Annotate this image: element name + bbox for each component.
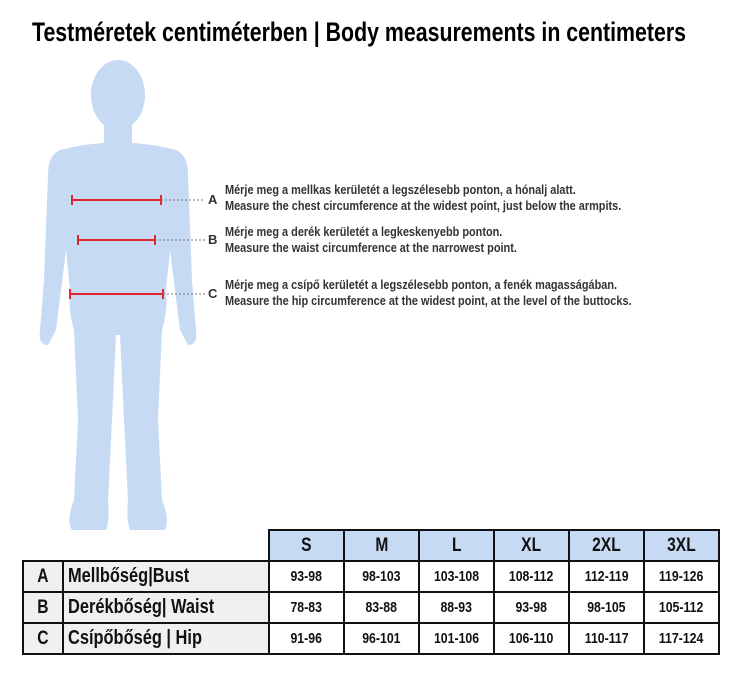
cell-text: M	[375, 534, 388, 556]
table-cell: 105-112	[643, 591, 720, 624]
table-cell: B	[22, 591, 64, 624]
marker-b: B	[208, 232, 218, 247]
page-title: Testméretek centiméterben | Body measure…	[32, 17, 687, 47]
cell-text: 96-101	[362, 630, 401, 647]
cell-text: 103-108	[433, 568, 480, 585]
table-cell: 110-117	[568, 622, 645, 655]
table-cell: 108-112	[493, 560, 570, 593]
table-cell: 98-103	[343, 560, 420, 593]
table-cell: Derékbőség| Waist	[62, 591, 270, 624]
table-cell: Csípőbőség | Hip	[62, 622, 270, 655]
cell-text: Csípőbőség | Hip	[68, 627, 202, 649]
cell-text: 110-117	[584, 630, 629, 647]
cell-text: 2XL	[592, 534, 621, 556]
table-cell: 119-126	[643, 560, 720, 593]
cell-text: C	[37, 627, 49, 649]
instruction-a: Mérje meg a mellkas kerületét a legszéle…	[225, 182, 622, 213]
table-cell: Mellbőség|Bust	[62, 560, 270, 593]
table-cell: 78-83	[268, 591, 345, 624]
table-cell: 101-106	[418, 622, 495, 655]
cell-text: 93-98	[515, 599, 548, 616]
size-header: L	[418, 529, 495, 562]
cell-text: 108-112	[509, 568, 554, 585]
table-row: B Derékbőség| Waist 78-83 83-88 88-93 93…	[22, 591, 720, 624]
body-silhouette	[39, 60, 205, 530]
marker-a: A	[208, 192, 218, 207]
table-cell: 88-93	[418, 591, 495, 624]
table-cell: 112-119	[568, 560, 645, 593]
cell-text: Mellbőség|Bust	[68, 565, 190, 587]
size-header: XL	[493, 529, 570, 562]
cell-text: B	[37, 596, 49, 618]
table-row: A Mellbőség|Bust 93-98 98-103 103-108 10…	[22, 560, 720, 593]
cell-text: L	[451, 534, 462, 556]
table-cell: 117-124	[643, 622, 720, 655]
cell-text: Derékbőség| Waist	[68, 596, 215, 618]
size-header: 3XL	[643, 529, 720, 562]
cell-text: S	[301, 534, 312, 556]
cell-text: 101-106	[433, 630, 480, 647]
cell-text: 105-112	[659, 599, 704, 616]
size-header: S	[268, 529, 345, 562]
cell-text: 98-103	[362, 568, 401, 585]
table-cell: 93-98	[493, 591, 570, 624]
cell-text: XL	[521, 534, 542, 556]
table-row: C Csípőbőség | Hip 91-96 96-101 101-106 …	[22, 622, 720, 655]
size-header: M	[343, 529, 420, 562]
cell-text: 93-98	[290, 568, 323, 585]
table-cell: 96-101	[343, 622, 420, 655]
table-cell: 103-108	[418, 560, 495, 593]
header-row: S M L XL 2XL 3XL	[23, 529, 720, 562]
cell-text: 119-126	[659, 568, 704, 585]
cell-text: A	[37, 565, 49, 587]
table-cell: 83-88	[343, 591, 420, 624]
size-header: 2XL	[568, 529, 645, 562]
marker-c: C	[208, 286, 218, 301]
size-table: S M L XL 2XL 3XL A Mellbőség|Bust 93-98 …	[22, 529, 720, 655]
cell-text: 112-119	[584, 568, 629, 585]
instruction-b: Mérje meg a derék kerületét a legkeskeny…	[225, 224, 517, 255]
instruction-c: Mérje meg a csípő kerületét a legszélese…	[225, 277, 632, 308]
cell-text: 91-96	[290, 630, 323, 647]
cell-text: 117-124	[659, 630, 704, 647]
cell-text: 88-93	[440, 599, 473, 616]
cell-text: 83-88	[365, 599, 398, 616]
table-cell: 91-96	[268, 622, 345, 655]
cell-text: 98-105	[587, 599, 626, 616]
cell-text: 78-83	[290, 599, 323, 616]
table-cell	[23, 530, 269, 561]
table-cell: A	[22, 560, 64, 593]
table-cell: C	[22, 622, 64, 655]
cell-text: 3XL	[667, 534, 696, 556]
cell-text: 106-110	[509, 630, 554, 647]
table-cell: 98-105	[568, 591, 645, 624]
table-cell: 106-110	[493, 622, 570, 655]
table-cell: 93-98	[268, 560, 345, 593]
